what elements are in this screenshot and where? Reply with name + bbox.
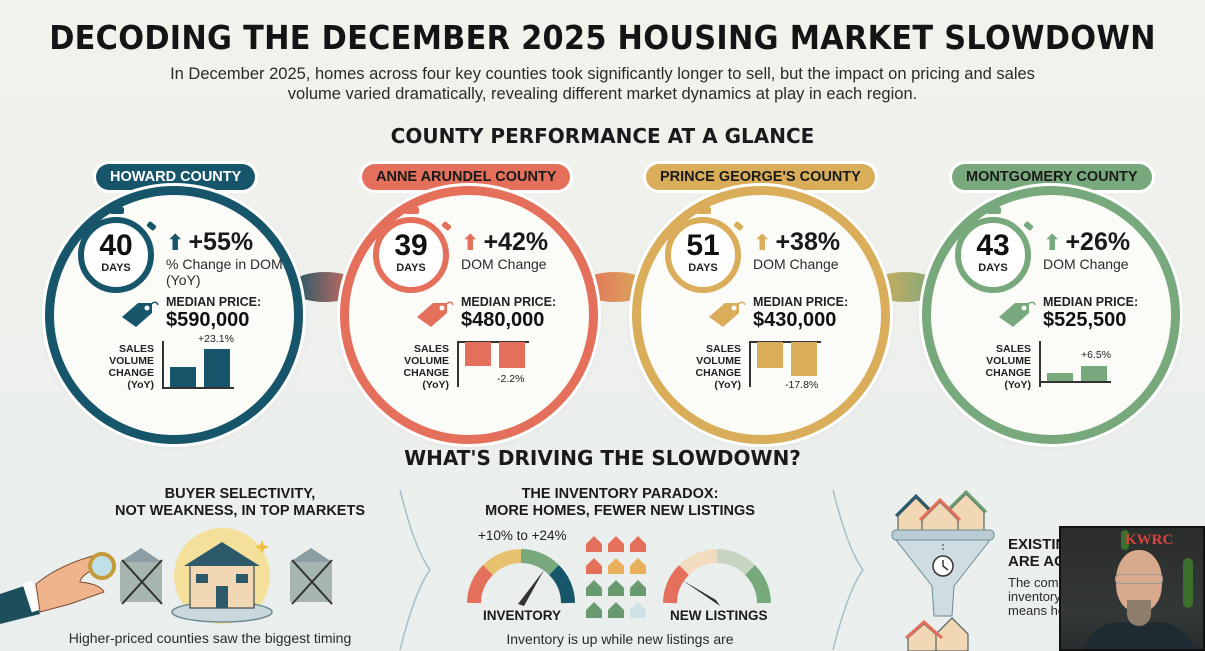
driver-inventory-paradox-title: THE INVENTORY PARADOX: MORE HOMES, FEWER… — [485, 486, 755, 519]
median-price-value: $525,500 — [1043, 309, 1127, 331]
chevron-right-icon — [832, 490, 864, 650]
dom-change: ⬆ +26% DOM Change — [1043, 229, 1173, 272]
webcam-overlay: KWRC — [1059, 526, 1205, 651]
dom-change-label: DOM Change — [461, 256, 547, 272]
price-tag-icon — [417, 301, 454, 327]
bar-current — [204, 349, 230, 387]
hand-magnifier-illustration — [0, 528, 333, 624]
median-price-value: $590,000 — [166, 309, 250, 331]
inventory-gauge-icon — [467, 549, 575, 606]
median-price-label: MEDIAN PRICE: — [461, 295, 557, 309]
new-listings-gauge-label: NEW LISTINGS — [670, 608, 768, 623]
bar-prior — [757, 342, 783, 368]
median-price-label: MEDIAN PRICE: — [1043, 295, 1139, 309]
county-label-prince-georges: PRINCE GEORGE'S COUNTY — [646, 164, 875, 190]
page-title: DECODING THE DECEMBER 2025 HOUSING MARKE… — [49, 18, 1156, 57]
sales-volume-label: SALES VOLUME CHANGE (YoY) — [108, 343, 154, 391]
bar-prior — [1047, 373, 1073, 381]
sales-volume-chart: +23.1% — [162, 333, 238, 391]
dom-change-label: DOM Change — [1043, 256, 1129, 272]
sales-volume-label: SALES VOLUME CHANGE (YoY) — [695, 343, 741, 391]
arrow-up-icon: ⬆ — [1043, 230, 1062, 255]
county-label-montgomery: MONTGOMERY COUNTY — [952, 164, 1152, 190]
days-label: DAYS — [978, 262, 1008, 274]
dom-change: ⬆ +42% DOM Change — [461, 229, 591, 272]
sales-volume-chart: -17.8% — [749, 341, 825, 391]
performance-heading: COUNTY PERFORMANCE AT A GLANCE — [390, 124, 815, 148]
arrow-up-icon: ⬆ — [166, 230, 185, 255]
median-price-label: MEDIAN PRICE: — [753, 295, 849, 309]
stopwatch-icon: 40 DAYS — [78, 207, 154, 293]
median-price-value: $430,000 — [753, 309, 837, 331]
inventory-gauge-label: INVENTORY — [483, 608, 562, 623]
new-listings-gauge-icon — [663, 549, 771, 606]
stopwatch-icon: 39 DAYS — [373, 207, 449, 293]
price-tag-icon — [122, 301, 159, 327]
dom-change-value: +55% — [188, 228, 254, 256]
sales-change-value: -2.2% — [497, 373, 525, 385]
median-price: MEDIAN PRICE: $480,000 — [461, 295, 591, 331]
dom-change-label: % Change in DOM (YoY) — [166, 256, 283, 288]
driver-existing-title: EXISTIN ARE AC — [1008, 536, 1067, 570]
drivers-heading: WHAT'S DRIVING THE SLOWDOWN? — [404, 446, 801, 470]
sales-change-value: +23.1% — [198, 333, 234, 345]
inventory-range-label: +10% to +24% — [478, 528, 567, 543]
driver-inventory-paradox-text: Inventory is up while new listings are — [506, 631, 734, 647]
sales-volume-label: SALES VOLUME CHANGE (YoY) — [403, 343, 449, 391]
county-card-anne-arundel: 39 DAYS ⬆ +42% DOM Change MEDIAN PRICE: $… — [340, 186, 598, 444]
driver-buyer-selectivity-title: BUYER SELECTIVITY, NOT WEAKNESS, IN TOP … — [114, 486, 365, 519]
funnel-houses-illustration — [891, 489, 995, 651]
stopwatch-icon: 43 DAYS — [955, 207, 1031, 293]
county-label-howard: HOWARD COUNTY — [96, 164, 256, 190]
days-value: 40 — [99, 229, 133, 262]
dom-change-value: +26% — [1065, 228, 1131, 256]
days-label: DAYS — [396, 262, 426, 274]
days-value: 43 — [976, 229, 1010, 262]
dom-change-value: +38% — [775, 228, 841, 256]
median-price: MEDIAN PRICE: $430,000 — [753, 295, 883, 331]
price-tag-icon — [709, 301, 746, 327]
arrow-up-icon: ⬆ — [753, 230, 772, 255]
houses-grid-icon — [586, 536, 646, 618]
dom-change-value: +42% — [483, 228, 549, 256]
county-card-prince-georges: 51 DAYS ⬆ +38% DOM Change MEDIAN PRICE: $… — [632, 186, 890, 444]
sales-volume-chart: -2.2% — [457, 341, 533, 391]
county-label-anne-arundel: ANNE ARUNDEL COUNTY — [362, 164, 571, 190]
median-price: MEDIAN PRICE: $590,000 — [166, 295, 296, 331]
page-subtitle: In December 2025, homes across four key … — [170, 65, 1035, 103]
chevron-right-icon — [399, 490, 431, 650]
sales-volume-chart: +6.5% — [1039, 341, 1115, 391]
dom-change: ⬆ +38% DOM Change — [753, 229, 883, 272]
median-price: MEDIAN PRICE: $525,500 — [1043, 295, 1173, 331]
days-label: DAYS — [688, 262, 718, 274]
county-card-howard: 40 DAYS ⬆ +55% % Change in DOM (YoY) MEDI… — [45, 186, 303, 444]
sales-change-value: -17.8% — [785, 379, 819, 391]
webcam-logo: KWRC — [1125, 532, 1174, 548]
bar-prior — [465, 342, 491, 366]
days-label: DAYS — [101, 262, 131, 274]
driver-existing-text: The com inventory means ho — [1008, 575, 1066, 618]
bar-current — [791, 342, 817, 376]
days-value: 39 — [394, 229, 428, 262]
sales-volume-label: SALES VOLUME CHANGE (YoY) — [985, 343, 1031, 391]
driver-buyer-selectivity-text: Higher-priced counties saw the biggest t… — [68, 630, 352, 646]
days-value: 51 — [686, 229, 720, 262]
bar-current — [1081, 366, 1107, 381]
price-tag-icon — [999, 301, 1036, 327]
median-price-label: MEDIAN PRICE: — [166, 295, 262, 309]
median-price-value: $480,000 — [461, 309, 545, 331]
dom-change-label: DOM Change — [753, 256, 839, 272]
stopwatch-icon: 51 DAYS — [665, 207, 741, 293]
sales-change-value: +6.5% — [1081, 349, 1112, 361]
county-card-montgomery: 43 DAYS ⬆ +26% DOM Change MEDIAN PRICE: $… — [922, 186, 1180, 444]
bar-current — [499, 342, 525, 368]
bar-prior — [170, 367, 196, 387]
arrow-up-icon: ⬆ — [461, 230, 480, 255]
dom-change: ⬆ +55% % Change in DOM (YoY) — [166, 229, 296, 288]
